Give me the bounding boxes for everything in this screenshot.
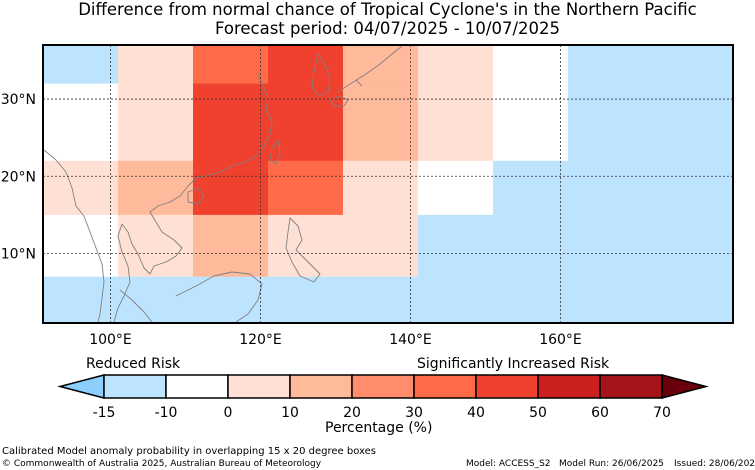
colorbar-tick-label: 40 [467, 405, 485, 421]
forecast-map: 100°E 120°E 140°E 160°E 30°N 20°N 10°N [1, 44, 734, 348]
anomaly-cell-21 [418, 160, 494, 216]
anomaly-cell-10 [193, 83, 269, 162]
forecast-period: Forecast period: 04/07/2025 - 10/07/2025 [214, 19, 561, 38]
anomaly-cell-30 [493, 214, 569, 278]
lon-tick-label: 140°E [389, 332, 432, 348]
coastline-hainan [187, 187, 205, 205]
lon-tick-label: 120°E [239, 332, 282, 348]
increased-risk-label: Significantly Increased Risk [417, 356, 610, 372]
colorbar-axis-label: Percentage (%) [325, 420, 433, 436]
footer-note: Calibrated Model anomaly probability in … [2, 446, 377, 457]
anomaly-cell-32 [43, 276, 734, 324]
lat-tick-label: 20°N [1, 169, 36, 185]
colorbar-tick-label: 70 [653, 405, 671, 421]
anomaly-cell-31 [568, 214, 734, 278]
graticule [43, 45, 733, 323]
lat-tick-label: 10°N [1, 247, 36, 263]
footer-copyright: © Commonwealth of Australia 2025, Austra… [2, 459, 322, 469]
anomaly-cell-16 [43, 160, 119, 216]
colorbar-segment-1 [165, 374, 229, 399]
colorbar-tick-label: 20 [343, 405, 361, 421]
colorbar-ticks: -15 -10 0 10 20 30 40 50 60 70 [93, 405, 671, 421]
colorbar-tick-label: 10 [281, 405, 299, 421]
lat-tick-label: 30°N [1, 92, 36, 108]
reduced-risk-label: Reduced Risk [86, 356, 181, 372]
coastline-bay-of-bengal [43, 149, 105, 323]
colorbar-segments [57, 374, 709, 399]
colorbar-tick-label: 60 [591, 405, 609, 421]
lon-tick-label: 160°E [539, 332, 582, 348]
colorbar: -15 -10 0 10 20 30 40 50 60 70 [57, 374, 709, 421]
coastline-borneo [175, 271, 263, 323]
coastline-japan [329, 45, 403, 107]
anomaly-cell-12 [343, 83, 419, 162]
anomaly-cell-17 [118, 160, 194, 216]
latitude-ticks: 30°N 20°N 10°N [1, 92, 36, 262]
colorbar-segment-8 [599, 374, 663, 399]
anomaly-cell-4 [343, 45, 419, 85]
anomaly-cell-18 [193, 160, 269, 216]
footer-issued: Issued: 28/06/2025 [674, 459, 755, 469]
colorbar-segment-5 [413, 374, 477, 399]
lon-tick-label: 100°E [89, 332, 132, 348]
anomaly-cells [43, 45, 734, 324]
anomaly-cell-7 [568, 45, 734, 85]
colorbar-segment-0 [103, 374, 167, 399]
anomaly-cell-24 [43, 214, 119, 278]
colorbar-segment-2 [227, 374, 291, 399]
anomaly-cell-28 [343, 214, 419, 278]
anomaly-cell-22 [493, 160, 569, 216]
anomaly-cell-13 [418, 83, 494, 162]
coastline-philippines [285, 217, 321, 283]
anomaly-cell-20 [343, 160, 419, 216]
anomaly-cell-5 [418, 45, 494, 85]
colorbar-tick-label: -10 [155, 405, 178, 421]
anomaly-cell-26 [193, 214, 269, 278]
footer-model-run: Model Run: 26/06/2025 [559, 459, 664, 469]
anomaly-cell-9 [118, 83, 194, 162]
anomaly-cell-1 [118, 45, 194, 85]
anomaly-cell-2 [193, 45, 269, 85]
coastline-korea [311, 53, 331, 97]
colorbar-segment-7 [537, 374, 601, 399]
anomaly-cell-8 [43, 83, 119, 162]
colorbar-tick-label: -15 [93, 405, 116, 421]
longitude-ticks: 100°E 120°E 140°E 160°E [89, 332, 582, 348]
anomaly-cell-14 [493, 83, 569, 162]
coastlines [43, 45, 403, 323]
colorbar-under-arrow [57, 374, 105, 399]
anomaly-cell-29 [418, 214, 494, 278]
colorbar-tick-label: 0 [224, 405, 233, 421]
coastline-malay [119, 289, 153, 323]
colorbar-segment-4 [351, 374, 415, 399]
anomaly-cell-15 [568, 83, 734, 162]
coastline-asia-mainland [113, 73, 273, 323]
anomaly-cell-0 [43, 45, 119, 85]
anomaly-cell-11 [268, 83, 344, 162]
colorbar-over-arrow [661, 374, 709, 399]
footer-model: Model: ACCESS_S2 [466, 459, 551, 469]
anomaly-cell-3 [268, 45, 344, 85]
colorbar-tick-label: 30 [405, 405, 423, 421]
anomaly-cell-6 [493, 45, 569, 85]
colorbar-segment-3 [289, 374, 353, 399]
colorbar-segment-6 [475, 374, 539, 399]
anomaly-cell-19 [268, 160, 344, 216]
anomaly-cell-25 [118, 214, 194, 278]
colorbar-tick-label: 50 [529, 405, 547, 421]
coastline-taiwan [269, 139, 281, 165]
map-frame [42, 44, 734, 324]
map-title: Difference from normal chance of Tropica… [78, 0, 697, 19]
anomaly-cell-27 [268, 214, 344, 278]
anomaly-cell-23 [568, 160, 734, 216]
